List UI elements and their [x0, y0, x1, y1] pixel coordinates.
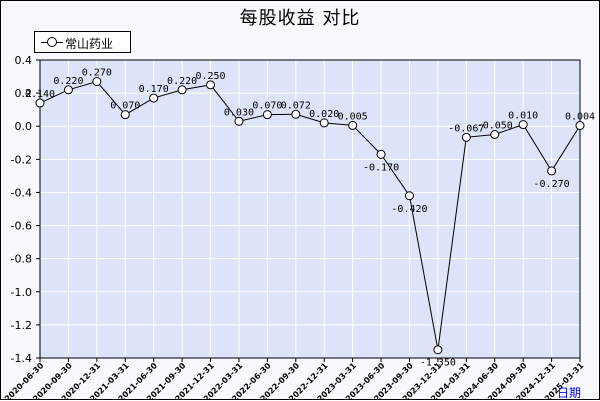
data-point — [404, 191, 414, 201]
y-tick-label: -0.2 — [11, 153, 32, 166]
data-point — [547, 166, 557, 176]
data-label: 0.030 — [224, 107, 254, 118]
data-label: 0.020 — [309, 109, 339, 120]
data-point — [518, 120, 528, 130]
data-point — [291, 109, 301, 119]
legend-marker-icon — [47, 37, 57, 47]
plot-border — [39, 59, 581, 359]
data-label: -0.067 — [448, 123, 484, 134]
data-point — [376, 149, 386, 159]
y-tick-label: 0.0 — [15, 120, 33, 133]
data-label: 0.140 — [25, 89, 55, 100]
legend-series-label: 常山药业 — [65, 37, 114, 51]
data-point — [149, 93, 159, 103]
data-label: -0.420 — [391, 204, 427, 215]
data-label: 0.250 — [195, 71, 225, 82]
chart-title: 每股收益 对比 — [239, 8, 361, 29]
plot-background — [40, 60, 580, 358]
data-point — [177, 85, 187, 95]
data-point — [461, 132, 471, 142]
data-label: 0.070 — [110, 101, 140, 112]
data-point — [35, 98, 45, 108]
y-tick-label: 0.4 — [15, 54, 33, 67]
data-label: -0.170 — [363, 162, 399, 173]
data-label: 0.170 — [139, 84, 169, 95]
data-point — [319, 118, 329, 128]
data-label: 0.005 — [338, 111, 368, 122]
data-point — [348, 120, 358, 130]
data-label: -0.270 — [534, 179, 570, 190]
legend: 常山药业 — [34, 31, 131, 53]
data-point — [120, 110, 130, 120]
y-tick-label: -0.8 — [11, 253, 32, 266]
data-point — [206, 80, 216, 90]
x-axis-unit-label[interactable]: 日期 — [557, 386, 582, 400]
y-tick-label: -0.6 — [11, 220, 32, 233]
data-label: 0.270 — [82, 68, 112, 79]
y-tick-label: -0.4 — [11, 186, 32, 199]
data-label: 0.070 — [252, 101, 282, 112]
data-point — [234, 116, 244, 126]
data-point — [92, 77, 102, 87]
data-point — [262, 110, 272, 120]
y-tick-label: -1.2 — [11, 319, 32, 332]
data-label: 0.220 — [167, 76, 197, 87]
data-point — [63, 85, 73, 95]
data-label: 0.010 — [508, 111, 538, 122]
y-tick-label: -1.0 — [11, 286, 32, 299]
data-point — [575, 121, 585, 131]
series-line — [39, 80, 581, 350]
data-point — [433, 345, 443, 355]
data-label: 0.072 — [281, 100, 311, 111]
data-point — [490, 130, 500, 139]
data-label: 0.220 — [53, 76, 83, 87]
y-tick-label: 0.2 — [15, 87, 33, 100]
data-label: -0.050 — [477, 121, 513, 132]
data-label: 0.004 — [565, 112, 595, 123]
y-tick-label: -1.4 — [11, 352, 32, 365]
data-label: -1.350 — [420, 358, 456, 369]
